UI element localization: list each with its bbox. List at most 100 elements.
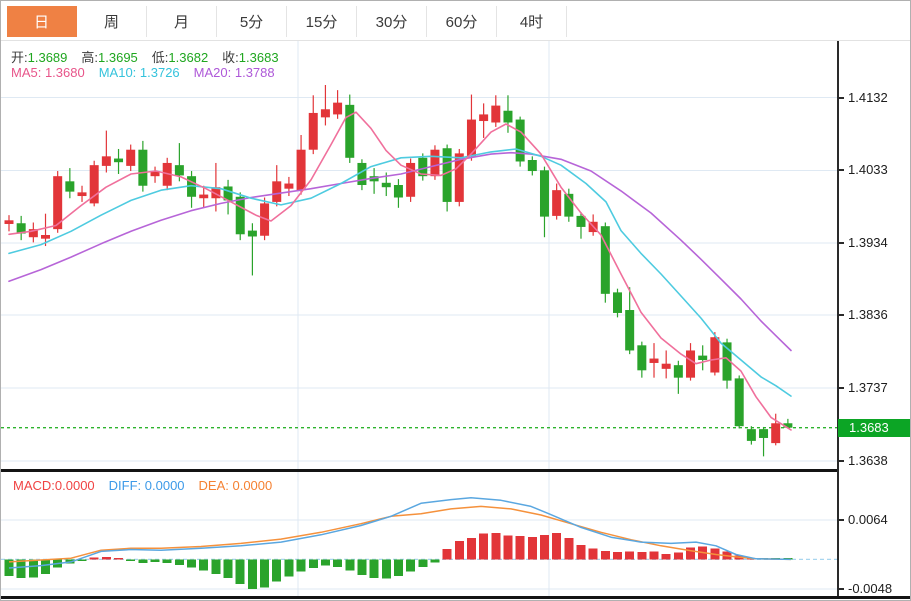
macd-bar [284, 559, 294, 577]
ma-legend: MA5: 1.3680 MA10: 1.3726 MA20: 1.3788 [11, 65, 275, 80]
macd-bar [588, 548, 598, 560]
macd-bar [454, 540, 464, 560]
macd-histogram [4, 532, 793, 589]
tab-period-2[interactable]: 月 [147, 6, 217, 37]
candle-body [260, 203, 270, 236]
macd-bar [613, 552, 622, 560]
candle-body [552, 190, 562, 216]
candle-body [199, 194, 209, 199]
candle-body [454, 153, 464, 202]
candle-body [41, 235, 51, 239]
tab-period-6[interactable]: 60分 [427, 6, 497, 37]
ma-legend-item-2: MA20: 1.3788 [193, 65, 275, 80]
macd-bar [162, 559, 172, 564]
candle-body [357, 162, 367, 186]
macd-bar [150, 559, 160, 562]
candle-body [53, 176, 63, 230]
macd-bar [235, 559, 245, 585]
candle-body [600, 226, 610, 294]
candle-body [491, 105, 501, 123]
macd-bar [576, 545, 586, 560]
macd-bar [101, 556, 111, 560]
macd-bar [260, 559, 270, 588]
candle-body [649, 358, 659, 363]
candle-body [661, 363, 671, 369]
candle-body [515, 119, 525, 162]
candle-body [126, 149, 136, 166]
tab-period-5[interactable]: 30分 [357, 6, 427, 37]
macd-bar [673, 552, 683, 560]
candle-body [710, 337, 720, 373]
candle-body [686, 350, 696, 378]
macd-bar [247, 559, 257, 589]
ma20-line [8, 151, 792, 352]
candle-body [101, 156, 111, 166]
macd-legend: MACD:0.0000 DIFF: 0.0000 DEA: 0.0000 [13, 478, 272, 493]
candle-body [673, 365, 683, 378]
tab-period-0[interactable]: 日 [7, 6, 77, 37]
candle-body [613, 292, 622, 313]
candle-body [369, 176, 379, 182]
macd-bar [406, 559, 416, 572]
candle-body [28, 229, 38, 238]
tab-period-3[interactable]: 5分 [217, 6, 287, 37]
panel-divider [1, 469, 837, 472]
candle-body [466, 119, 476, 157]
macd-bar [552, 532, 562, 560]
macd-bar [637, 552, 647, 560]
macd-bar [296, 559, 306, 572]
right-price-axis: 1.4132 1.4033 1.3934 1.3836 1.3737 1.3638 0.00… [837, 41, 910, 598]
macd-bar [393, 559, 403, 577]
candle-body [771, 423, 781, 444]
diff-line [8, 497, 792, 569]
candle-body [272, 181, 282, 202]
macd-bar [187, 559, 197, 568]
ma5-line [8, 111, 792, 431]
tab-period-4[interactable]: 15分 [287, 6, 357, 37]
macd-bar [16, 559, 26, 578]
candle-body [296, 149, 306, 191]
candle-body [406, 162, 416, 197]
ma-legend-item-1: MA10: 1.3726 [98, 65, 180, 80]
candle-body [698, 355, 708, 361]
macd-bar [686, 547, 696, 560]
price-chart[interactable] [1, 41, 837, 469]
ma-legend-item-0: MA5: 1.3680 [11, 65, 85, 80]
macd-bar [381, 559, 391, 579]
candle-body [235, 196, 245, 235]
tab-period-1[interactable]: 周 [77, 6, 147, 37]
macd-bar [174, 559, 184, 565]
macd-bar [564, 537, 574, 560]
macd-bar [625, 551, 635, 560]
candle-body [223, 186, 233, 201]
candle-body [503, 110, 513, 123]
macd-bar [600, 550, 610, 560]
macd-bar [272, 559, 282, 582]
candle-body [722, 342, 732, 381]
candle-body [4, 220, 14, 224]
macd-bar [211, 559, 221, 575]
macd-bar [491, 532, 501, 560]
macd-bar [369, 559, 379, 578]
ma10-line [8, 148, 792, 397]
candle-body [625, 310, 635, 351]
candle-body [308, 112, 318, 150]
macd-bar [308, 559, 318, 569]
macd-chart[interactable] [1, 472, 837, 596]
candle-body [539, 170, 549, 217]
macd-bar [442, 548, 452, 560]
candle-body [442, 148, 452, 202]
macd-legend-item-2: DEA: 0.0000 [198, 478, 273, 493]
dea-line [8, 505, 792, 563]
candle-body [211, 187, 221, 199]
candle-body [637, 345, 647, 371]
period-tab-bar: 日周月 5分 15分 30分 60分 4时 [7, 6, 567, 37]
candle-body [345, 104, 355, 158]
ohlc-item-3: 收:1.3683 [222, 50, 279, 65]
macd-bar [345, 559, 355, 571]
macd-bar [89, 557, 99, 560]
tab-period-7[interactable]: 4时 [497, 6, 567, 37]
macd-bar [418, 559, 428, 567]
ohlc-item-2: 低:1.3682 [151, 50, 209, 65]
candle-body [746, 429, 756, 441]
